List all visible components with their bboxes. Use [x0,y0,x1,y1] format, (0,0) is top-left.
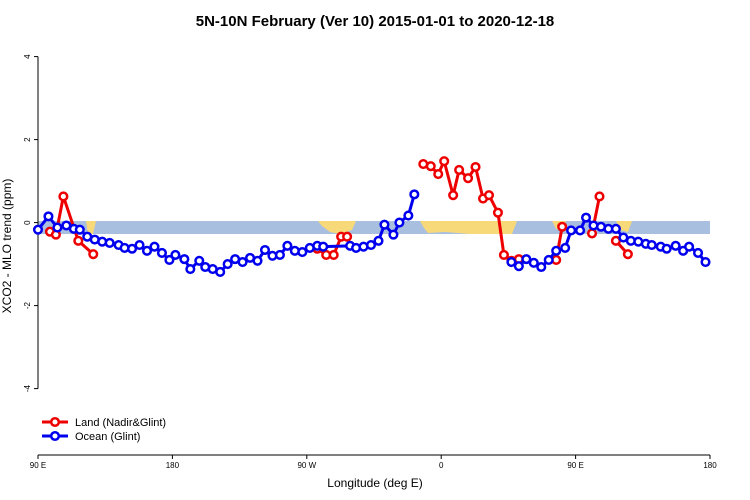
data-point [492,207,503,218]
data-point [543,254,554,266]
data-point [560,242,571,253]
legend-marker [49,416,61,428]
data-point [684,241,695,252]
data-point [259,244,271,256]
data-point [594,191,605,202]
data-point [74,224,85,235]
data-point [194,255,205,266]
data-point [156,247,167,258]
x-tick-label: 90 E [567,461,583,470]
data-point [470,161,481,173]
x-tick-label: 180 [166,461,180,470]
data-point [52,222,63,233]
data-point [536,261,547,273]
data-point [127,243,138,254]
data-point [454,164,465,175]
data-point [557,221,568,232]
data-point [483,190,495,201]
y-tick-label: -4 [23,384,32,392]
data-point [646,239,657,251]
data-point [274,249,285,261]
data-point [581,212,592,223]
data-point [342,231,353,242]
y-tick-label: 0 [23,220,32,225]
data-point [700,256,711,268]
data-point [149,241,160,252]
data-point [179,254,190,265]
data-point [32,224,44,235]
land-patch [420,221,517,234]
data-point [185,264,196,275]
data-point [498,249,509,261]
data-point [141,245,153,256]
data-point [237,256,248,268]
data-point [448,190,459,201]
data-point [164,254,175,266]
data-point [297,247,308,258]
data-point [73,235,84,246]
legend-label: Land (Nadir&Glint) [75,417,166,429]
data-point [521,254,532,265]
data-point [104,237,115,248]
land-patch [318,221,356,234]
data-point [463,173,474,184]
data-point [661,243,672,254]
y-axis-label: XCO2 - MLO trend (ppm) [0,179,14,314]
data-point [252,255,263,266]
data-point [282,240,293,251]
data-point [506,256,517,268]
data-point [373,235,384,246]
y-tick-label: 4 [23,54,32,59]
data-point [551,245,562,256]
data-point [43,211,54,222]
data-point [318,241,329,252]
legend-label: Ocean (Glint) [75,431,140,443]
data-point [388,229,399,240]
data-point [170,249,181,261]
y-tick-label: -2 [23,301,32,309]
data-point [670,240,681,251]
data-point [575,225,586,236]
x-tick-label: 90 E [30,461,46,470]
data-point [433,168,444,180]
data-point [134,239,145,251]
legend-marker [49,430,61,442]
data-point [409,189,420,200]
x-tick-label: 90 W [297,461,316,470]
data-point [513,261,524,272]
data-point [528,257,539,268]
y-tick-label: 2 [23,137,32,142]
data-point [610,223,621,234]
x-tick-label: 0 [439,461,444,470]
data-point [566,225,577,236]
data-point [88,249,99,260]
chart-title: 5N-10N February (Ver 10) 2015-01-01 to 2… [196,13,555,30]
land-mask [38,221,710,234]
data-point [622,249,633,260]
land-patch [86,221,96,234]
data-point [58,191,69,202]
data-point [403,210,414,221]
data-point [693,247,704,258]
data-point [394,217,405,228]
data-point [586,228,598,239]
data-point [425,161,436,172]
x-tick-label: 180 [703,461,717,470]
ocean-band [38,221,710,234]
data-point [215,266,226,278]
data-point [222,259,233,270]
data-point [439,156,450,167]
data-point [379,219,390,230]
data-point [365,239,377,251]
x-axis-label: Longitude (deg E) [327,476,422,490]
data-point [328,249,339,261]
